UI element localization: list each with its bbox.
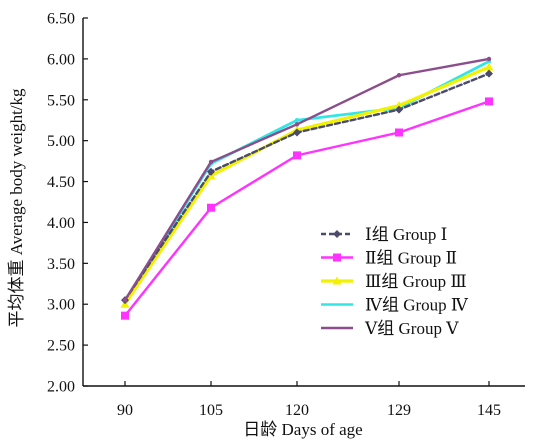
series-line-3 — [123, 65, 491, 306]
legend-label-1: Ⅰ组 Group Ⅰ — [365, 225, 447, 244]
series-point-1 — [485, 69, 493, 78]
y-tick-label: 5.00 — [47, 133, 75, 150]
series-layer — [120, 56, 494, 320]
y-tick-label: 2.50 — [47, 338, 75, 355]
series-point-2 — [121, 311, 129, 320]
axes-layer: 2.00 2.50 3.00 3.50 4.00 4.50 5.00 5.50 6.00 6.50… — [47, 11, 525, 419]
legend-label-4: Ⅳ组 Group Ⅳ — [365, 296, 469, 315]
series-point-1 — [395, 105, 403, 114]
legend-label-2: Ⅱ组 Group Ⅱ — [365, 249, 457, 268]
series-point-2 — [293, 151, 301, 160]
y-tick-label: 6.00 — [47, 51, 75, 68]
series-point-5 — [396, 73, 402, 78]
legend-marker-2 — [333, 253, 341, 262]
legend-marker-3 — [332, 276, 342, 285]
y-axis-title: 平均体重 Average body weight/kg — [7, 88, 26, 328]
series-point-3 — [484, 62, 494, 71]
x-tick-label: 120 — [285, 402, 309, 419]
x-tick-label: 105 — [199, 402, 223, 419]
x-tick-label: 129 — [387, 402, 411, 419]
series-point-2 — [207, 203, 215, 212]
series-point-2 — [395, 128, 403, 137]
y-tick-label: 4.00 — [47, 215, 75, 232]
x-tick-label: 90 — [117, 402, 133, 419]
series-point-5 — [122, 297, 128, 303]
series-point-1 — [293, 128, 301, 137]
legend-label-5: Ⅴ组 Group Ⅴ — [364, 319, 459, 338]
y-tick-label: 3.00 — [47, 297, 75, 314]
x-axis-title: 日龄 Days of age — [243, 420, 362, 439]
series-point-5 — [208, 159, 214, 165]
legend-label-3: Ⅲ组 Group Ⅲ — [365, 272, 467, 291]
series-point-1 — [207, 167, 215, 176]
legend-layer: Ⅰ组 Group Ⅰ Ⅱ组 Group Ⅱ Ⅲ组 Group Ⅲ Ⅳ组 Group Ⅳ… — [321, 225, 469, 338]
y-tick-label: 5.50 — [47, 92, 75, 109]
x-tick-label: 145 — [477, 402, 501, 419]
y-tick-label: 2.00 — [47, 379, 75, 396]
y-tick-label: 3.50 — [47, 256, 75, 273]
series-point-3 — [394, 101, 404, 110]
series-point-5 — [294, 122, 300, 127]
series-point-4 — [294, 118, 300, 123]
legend-marker-1 — [333, 230, 341, 238]
series-point-5 — [486, 56, 492, 62]
y-tick-label: 6.50 — [47, 11, 75, 28]
y-tick-label: 4.50 — [47, 174, 75, 191]
series-point-2 — [485, 97, 493, 106]
